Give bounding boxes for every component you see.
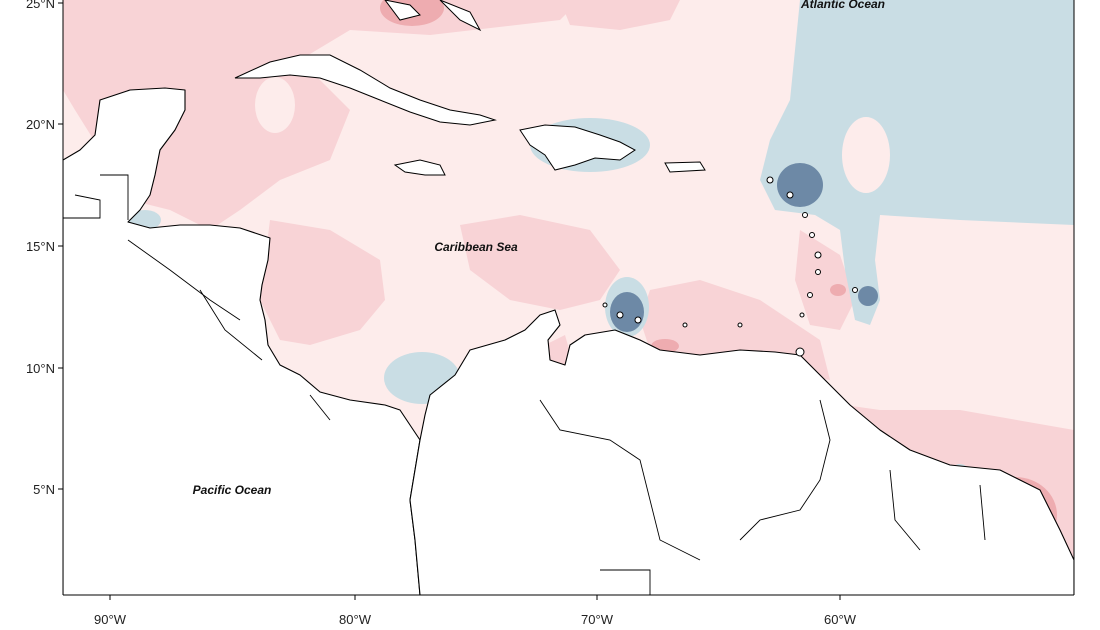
dark-blue-spot-curacao <box>610 292 644 332</box>
border-venezuela-guyana <box>739 399 831 541</box>
border-ecuador <box>600 569 651 595</box>
hispaniola-island <box>519 124 636 171</box>
pale-spot-atlantic <box>842 117 890 193</box>
border-guatemala <box>100 174 129 220</box>
y-axis: 25°N 20°N 15°N 10°N 5°N <box>26 0 63 497</box>
y-tick-label: 5°N <box>33 482 55 497</box>
y-tick-label: 20°N <box>26 117 55 132</box>
puerto-rico-island <box>664 161 706 173</box>
border-costa-rica-panama <box>309 394 331 421</box>
x-tick-label: 60°W <box>824 612 857 627</box>
central-america-landmass <box>63 87 421 595</box>
pacific-ocean-label: Pacific Ocean <box>193 483 272 497</box>
anomaly-field <box>63 0 1074 595</box>
border-honduras <box>127 239 241 321</box>
blue-region-atlantic <box>760 0 1074 325</box>
pink-region-central-america-coast <box>260 220 385 345</box>
pink-region-caribbean-south <box>460 215 620 310</box>
x-axis: 90°W 80°W 70°W 60°W <box>94 595 857 627</box>
border-belize <box>63 194 101 219</box>
medium-pink-spot-windward <box>830 284 846 296</box>
x-tick-label: 80°W <box>339 612 372 627</box>
pink-region-northwest <box>63 0 580 230</box>
atlantic-ocean-label: Atlantic Ocean <box>800 0 885 11</box>
border-guyana-suriname <box>889 469 921 551</box>
dark-blue-spot-leeward <box>777 163 823 207</box>
border-suriname-guiana <box>979 484 986 541</box>
dark-blue-spot-barbados <box>858 286 878 306</box>
jamaica-island <box>393 159 446 176</box>
y-tick-label: 25°N <box>26 0 55 11</box>
caribbean-sea-label: Caribbean Sea <box>434 240 518 254</box>
pale-spot-yucatan <box>255 77 295 133</box>
y-tick-label: 15°N <box>26 239 55 254</box>
border-colombia-venezuela <box>539 399 701 561</box>
x-tick-label: 70°W <box>581 612 614 627</box>
pink-region-lesser-antilles <box>795 230 855 330</box>
south-america-landmass <box>409 309 1074 595</box>
y-tick-label: 10°N <box>26 361 55 376</box>
cuba-island <box>234 54 497 126</box>
bahamas-islands <box>384 0 421 21</box>
bahamas-islands-2 <box>439 0 482 32</box>
border-nicaragua <box>199 289 263 361</box>
lesser-antilles <box>602 176 858 357</box>
pink-region-bahamas <box>560 0 680 30</box>
x-tick-label: 90°W <box>94 612 127 627</box>
